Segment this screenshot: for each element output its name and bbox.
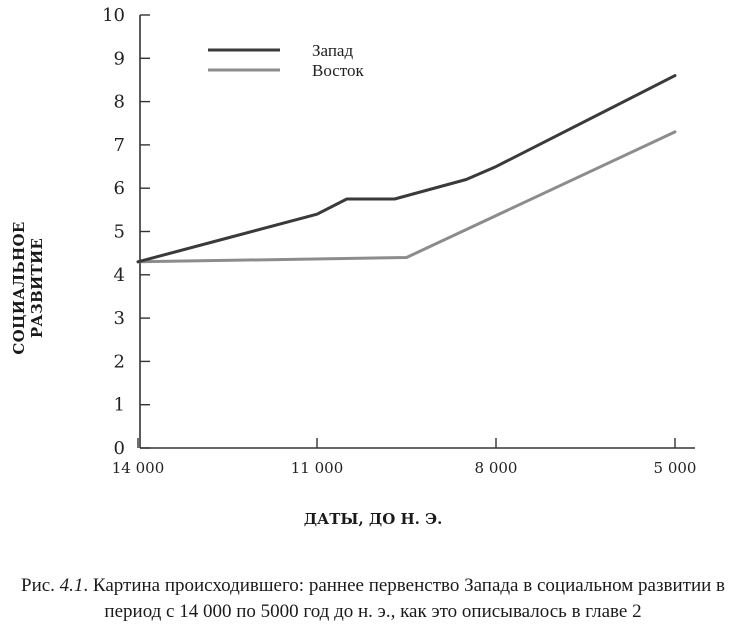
series-line-east (136, 130, 677, 264)
x-tick-label: 11 000 (291, 459, 344, 477)
caption-text: . Картина происходившего: раннее первенс… (83, 575, 725, 622)
series-line-west (136, 74, 677, 264)
legend-label: Запад (312, 41, 353, 60)
legend-label: Восток (312, 61, 365, 80)
figure-caption: Рис. 4.1. Картина происходившего: раннее… (0, 573, 746, 625)
x-axis-label: ДАТЫ, ДО Н. Э. (303, 510, 443, 528)
x-tick-label: 5 000 (654, 459, 697, 477)
y-tick-label: 1 (114, 395, 125, 416)
y-tick-label: 2 (114, 351, 125, 372)
y-tick-label: 4 (114, 265, 125, 286)
y-tick-label: 5 (114, 222, 125, 243)
caption-prefix: Рис. (21, 575, 60, 596)
y-tick-label: 10 (102, 5, 125, 26)
x-tick-label: 14 000 (112, 459, 165, 477)
y-tick-label: 8 (114, 92, 125, 113)
y-axis-label: СОЦИАЛЬНОЕ РАЗВИТИЕ (10, 221, 46, 355)
x-tick-label: 8 000 (475, 459, 518, 477)
y-tick-label: 0 (114, 438, 125, 459)
y-tick-label: 3 (114, 308, 125, 329)
y-tick-label: 7 (114, 135, 125, 156)
line-chart: 0 1 2 3 4 5 6 7 8 9 10 14 000 11 000 8 000 5 000 ЗападВ… (102, 5, 697, 477)
y-tick-label: 6 (114, 178, 125, 199)
y-tick-label: 9 (114, 48, 125, 69)
caption-figure-number: 4.1 (59, 575, 84, 596)
